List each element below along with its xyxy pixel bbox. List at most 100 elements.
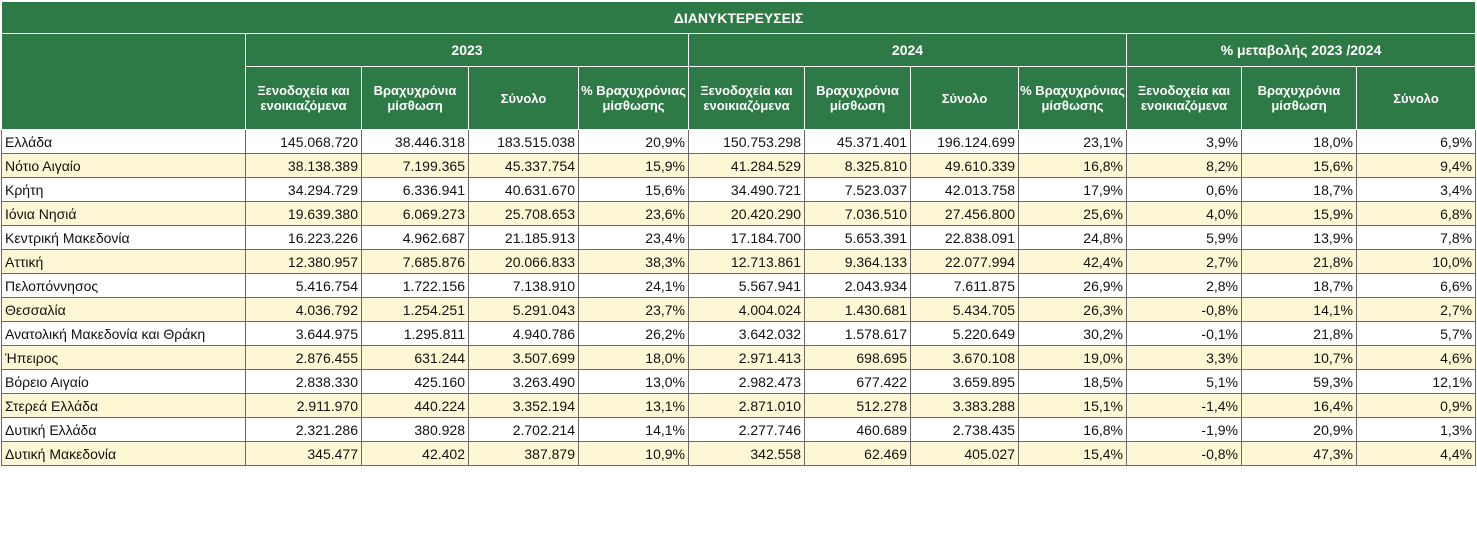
total-2023-cell: 183.515.038 <box>468 129 579 154</box>
hotels-2023-cell: 2.321.286 <box>245 417 362 442</box>
change-total-cell: 9,4% <box>1355 153 1477 178</box>
change-total-cell: 4,6% <box>1355 345 1477 370</box>
total-2024-cell: 42.013.758 <box>910 177 1019 202</box>
short-term-2024-cell: 7.036.510 <box>804 201 911 226</box>
change-short-term-cell: 18,0% <box>1241 129 1357 154</box>
short-term-2024-cell: 5.653.391 <box>804 225 911 250</box>
short-term-2023-cell: 631.244 <box>361 345 469 370</box>
table-row: Πελοπόννησος 5.416.754 1.722.156 7.138.910 2… <box>1 273 1477 298</box>
change-total-cell: 7,8% <box>1355 225 1477 250</box>
table-body: Ελλάδα 145.068.720 38.446.318 183.515.038 20… <box>1 129 1477 466</box>
hotels-2023-cell: 16.223.226 <box>245 225 362 250</box>
col-2024-short-term: Βραχυχρόνια μίσθωση <box>804 66 911 130</box>
short-term-2024-cell: 1.430.681 <box>804 297 911 322</box>
change-total-cell: 6,6% <box>1355 273 1477 298</box>
hotels-2023-cell: 5.416.754 <box>245 273 362 298</box>
hotels-2024-cell: 3.642.032 <box>688 321 805 346</box>
total-2023-cell: 3.263.490 <box>468 369 579 394</box>
table-row: Δυτική Μακεδονία 345.477 42.402 387.879 10,9… <box>1 441 1477 466</box>
change-short-term-cell: 47,3% <box>1241 441 1357 466</box>
pct-short-term-2023-cell: 23,6% <box>578 201 689 226</box>
change-short-term-cell: 21,8% <box>1241 249 1357 274</box>
change-total-cell: 3,4% <box>1355 177 1477 202</box>
total-2024-cell: 196.124.699 <box>910 129 1019 154</box>
region-name-cell: Ελλάδα <box>1 129 246 154</box>
region-name-cell: Νότιο Αιγαίο <box>1 153 246 178</box>
total-2023-cell: 3.352.194 <box>468 393 579 418</box>
pct-short-term-2024-cell: 26,9% <box>1018 273 1127 298</box>
short-term-2023-cell: 1.295.811 <box>361 321 469 346</box>
change-total-cell: 2,7% <box>1355 297 1477 322</box>
pct-short-term-2024-cell: 16,8% <box>1018 153 1127 178</box>
hotels-2024-cell: 4.004.024 <box>688 297 805 322</box>
change-hotels-cell: 5,1% <box>1126 369 1242 394</box>
total-2024-cell: 2.738.435 <box>910 417 1019 442</box>
table-row: Κρήτη 34.294.729 6.336.941 40.631.670 15,6% 3… <box>1 177 1477 202</box>
hotels-2024-cell: 2.277.746 <box>688 417 805 442</box>
total-2024-cell: 22.077.994 <box>910 249 1019 274</box>
hotels-2024-cell: 41.284.529 <box>688 153 805 178</box>
pct-short-term-2023-cell: 23,7% <box>578 297 689 322</box>
table-row: Στερεά Ελλάδα 2.911.970 440.224 3.352.194 13… <box>1 393 1477 418</box>
total-2023-cell: 40.631.670 <box>468 177 579 202</box>
change-hotels-cell: 5,9% <box>1126 225 1242 250</box>
short-term-2023-cell: 6.069.273 <box>361 201 469 226</box>
overnight-stays-table: ΔΙΑΝΥΚΤΕΡΕΥΣΕΙΣ 2023 2024 % μεταβολής 20… <box>0 1 1477 466</box>
pct-short-term-2024-cell: 17,9% <box>1018 177 1127 202</box>
pct-short-term-2023-cell: 26,2% <box>578 321 689 346</box>
hotels-2024-cell: 2.971.413 <box>688 345 805 370</box>
table-row: Δυτική Ελλάδα 2.321.286 380.928 2.702.214 14… <box>1 417 1477 442</box>
pct-short-term-2024-cell: 30,2% <box>1018 321 1127 346</box>
total-2023-cell: 25.708.653 <box>468 201 579 226</box>
change-hotels-cell: 2,7% <box>1126 249 1242 274</box>
total-2023-cell: 387.879 <box>468 441 579 466</box>
change-hotels-cell: 3,9% <box>1126 129 1242 154</box>
hotels-2024-cell: 2.982.473 <box>688 369 805 394</box>
pct-short-term-2024-cell: 42,4% <box>1018 249 1127 274</box>
total-2023-cell: 5.291.043 <box>468 297 579 322</box>
change-short-term-cell: 18,7% <box>1241 177 1357 202</box>
hotels-2023-cell: 2.838.330 <box>245 369 362 394</box>
hotels-2023-cell: 34.294.729 <box>245 177 362 202</box>
short-term-2024-cell: 7.523.037 <box>804 177 911 202</box>
change-total-cell: 6,8% <box>1355 201 1477 226</box>
short-term-2024-cell: 2.043.934 <box>804 273 911 298</box>
total-2023-cell: 45.337.754 <box>468 153 579 178</box>
short-term-2024-cell: 460.689 <box>804 417 911 442</box>
short-term-2023-cell: 38.446.318 <box>361 129 469 154</box>
change-total-cell: 12,1% <box>1355 369 1477 394</box>
change-hotels-cell: 8,2% <box>1126 153 1242 178</box>
col-change-hotels: Ξενοδοχεία και ενοικιαζόμενα <box>1126 66 1242 130</box>
change-short-term-cell: 15,6% <box>1241 153 1357 178</box>
short-term-2024-cell: 9.364.133 <box>804 249 911 274</box>
table-row: Ανατολική Μακεδονία και Θράκη 3.644.975 1.… <box>1 321 1477 346</box>
table-row: Ελλάδα 145.068.720 38.446.318 183.515.038 20… <box>1 129 1477 154</box>
change-hotels-cell: 0,6% <box>1126 177 1242 202</box>
col-2023-total: Σύνολο <box>468 66 579 130</box>
total-2024-cell: 3.383.288 <box>910 393 1019 418</box>
total-2023-cell: 4.940.786 <box>468 321 579 346</box>
total-2023-cell: 2.702.214 <box>468 417 579 442</box>
change-short-term-cell: 18,7% <box>1241 273 1357 298</box>
col-change-short-term: Βραχυχρόνια μίσθωση <box>1241 66 1357 130</box>
short-term-2024-cell: 8.325.810 <box>804 153 911 178</box>
pct-short-term-2023-cell: 20,9% <box>578 129 689 154</box>
total-2024-cell: 7.611.875 <box>910 273 1019 298</box>
short-term-2023-cell: 7.685.876 <box>361 249 469 274</box>
group-2024-header: 2024 <box>688 33 1127 67</box>
col-2024-pct-short-term: % Βραχυχρόνιας μίσθωσης <box>1018 66 1127 130</box>
short-term-2023-cell: 440.224 <box>361 393 469 418</box>
short-term-2023-cell: 380.928 <box>361 417 469 442</box>
table-row: Αττική 12.380.957 7.685.876 20.066.833 38,3%… <box>1 249 1477 274</box>
total-2024-cell: 5.220.649 <box>910 321 1019 346</box>
change-short-term-cell: 16,4% <box>1241 393 1357 418</box>
short-term-2023-cell: 425.160 <box>361 369 469 394</box>
pct-short-term-2024-cell: 24,8% <box>1018 225 1127 250</box>
table-row: Ήπειρος 2.876.455 631.244 3.507.699 18,0% 2.9… <box>1 345 1477 370</box>
change-hotels-cell: -0,8% <box>1126 441 1242 466</box>
pct-short-term-2023-cell: 23,4% <box>578 225 689 250</box>
pct-short-term-2024-cell: 16,8% <box>1018 417 1127 442</box>
total-2024-cell: 405.027 <box>910 441 1019 466</box>
region-name-cell: Βόρειο Αιγαίο <box>1 369 246 394</box>
change-hotels-cell: 3,3% <box>1126 345 1242 370</box>
